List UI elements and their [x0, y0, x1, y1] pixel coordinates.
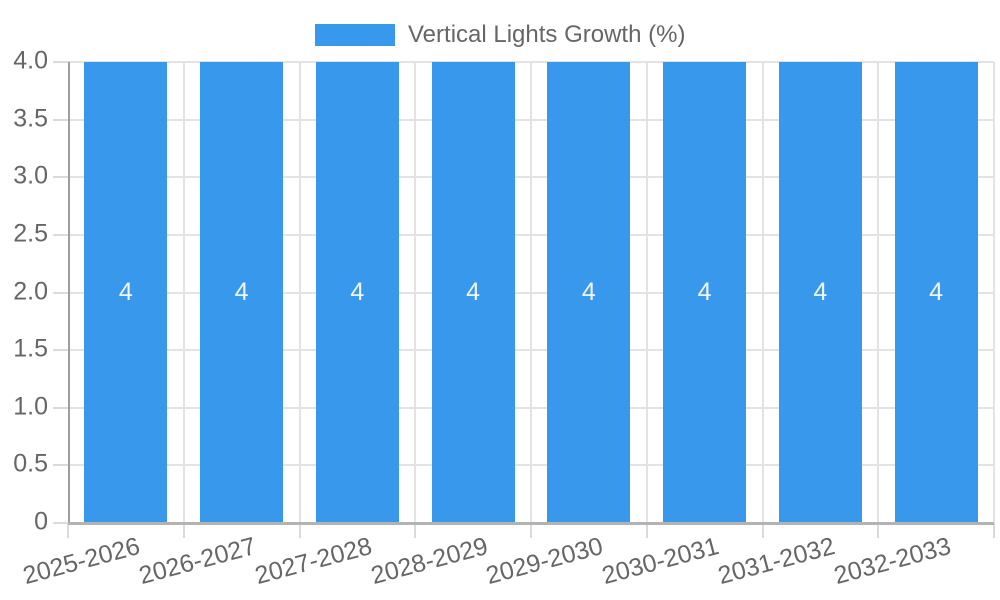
x-gridline [182, 62, 185, 523]
legend-label: Vertical Lights Growth (%) [408, 21, 686, 48]
x-axis-line [68, 522, 994, 525]
y-tick-mark [53, 118, 68, 121]
x-tick-mark [182, 523, 185, 538]
x-gridline [645, 62, 648, 523]
x-tick-label: 2025-2026 [20, 532, 144, 590]
x-tick-label: 2028-2029 [367, 532, 491, 590]
bar-2030-2031[interactable]: 4 [663, 62, 747, 523]
x-tick-mark [530, 523, 532, 538]
y-tick-label: 3.5 [13, 103, 48, 132]
bar-value-label: 4 [234, 278, 249, 306]
x-gridline [530, 62, 532, 523]
y-tick-label: 2.0 [13, 276, 48, 305]
bar-value-label: 4 [697, 278, 712, 306]
y-tick-label: 2.5 [13, 219, 48, 248]
x-tick-mark [67, 523, 69, 538]
legend-swatch [315, 24, 395, 46]
x-tick-label: 2026-2027 [136, 532, 259, 590]
y-tick-mark [53, 349, 68, 352]
y-tick-mark [53, 61, 68, 63]
x-gridline [877, 62, 880, 523]
x-tick-mark [993, 523, 995, 538]
x-gridline [761, 62, 764, 523]
y-tick-label: 3.0 [13, 161, 48, 190]
y-tick-mark [53, 406, 68, 409]
x-gridline [298, 62, 301, 523]
y-tick-mark [53, 291, 68, 294]
x-tick-mark [414, 523, 417, 538]
y-tick-label: 0 [34, 507, 48, 536]
x-tick-label: 2027-2028 [251, 532, 375, 590]
x-tick-mark [761, 523, 764, 538]
x-tick-mark [298, 523, 301, 538]
bar-value-label: 4 [118, 278, 133, 306]
legend-item[interactable]: Vertical Lights Growth (%) [315, 21, 685, 49]
bar-value-label: 4 [929, 278, 944, 306]
x-tick-mark [645, 523, 648, 538]
bar-value-label: 4 [581, 278, 596, 306]
bar-2026-2027[interactable]: 4 [200, 62, 284, 523]
bar-2027-2028[interactable]: 4 [315, 62, 399, 523]
bar-2028-2029[interactable]: 4 [431, 62, 515, 523]
y-tick-mark [53, 522, 68, 524]
y-tick-label: 1.0 [13, 392, 48, 421]
y-tick-label: 1.5 [13, 334, 48, 363]
x-gridline [993, 62, 995, 523]
bar-value-label: 4 [350, 278, 365, 306]
bar-2032-2033[interactable]: 4 [894, 62, 978, 523]
y-tick-mark [53, 233, 68, 236]
bar-2025-2026[interactable]: 4 [84, 62, 168, 523]
y-axis-line [68, 62, 70, 523]
x-tick-label: 2029-2030 [483, 532, 607, 590]
x-tick-label: 2030-2031 [599, 532, 722, 590]
y-tick-label: 4.0 [13, 46, 48, 75]
bar-value-label: 4 [813, 278, 828, 306]
bar-value-label: 4 [466, 278, 481, 306]
x-tick-label: 2031-2032 [714, 532, 838, 590]
y-tick-mark [53, 464, 68, 467]
y-tick-mark [53, 176, 68, 179]
x-gridline [414, 62, 417, 523]
bar-2031-2032[interactable]: 4 [778, 62, 862, 523]
x-tick-mark [877, 523, 880, 538]
y-tick-label: 0.5 [13, 449, 48, 478]
x-tick-label: 2032-2033 [830, 532, 954, 590]
bar-2029-2030[interactable]: 4 [547, 62, 631, 523]
